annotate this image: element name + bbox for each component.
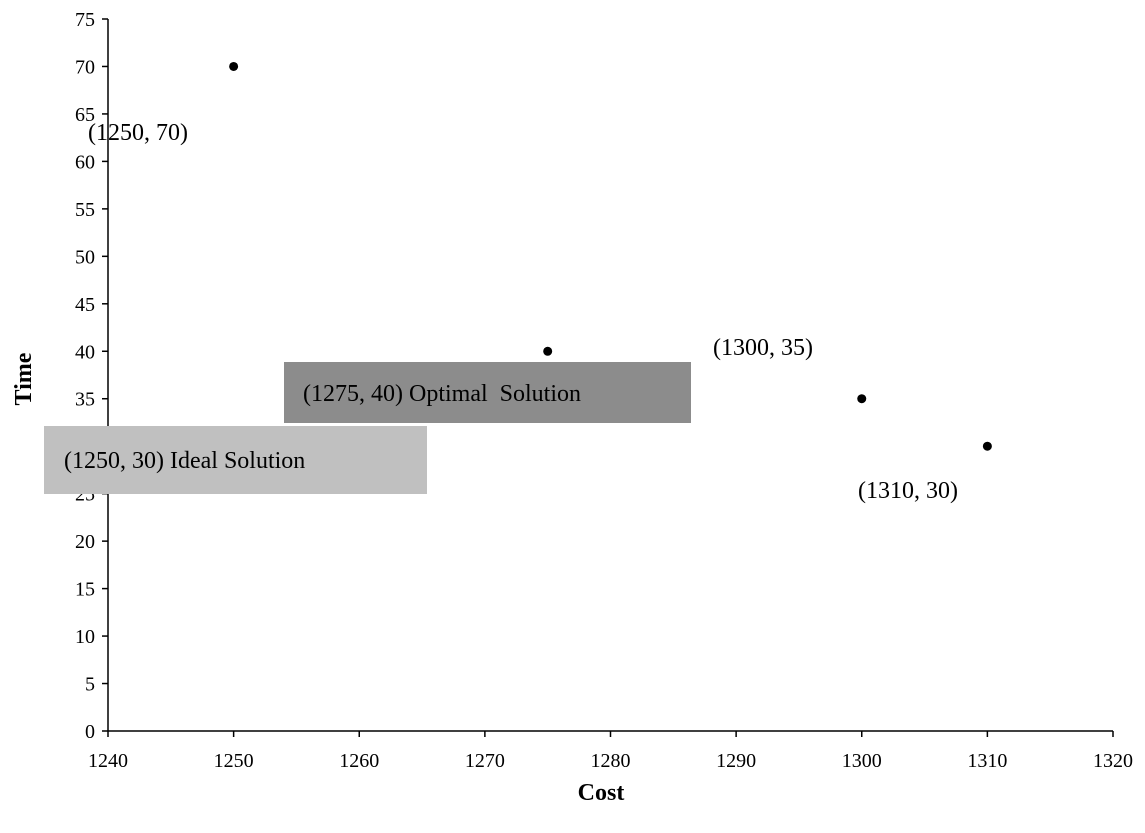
- data-point: [543, 346, 553, 356]
- annotation-label: (1250, 70): [88, 120, 188, 146]
- y-tick-label: 50: [75, 246, 95, 268]
- y-axis-title: Time: [11, 352, 37, 405]
- annotation-box: [284, 362, 691, 423]
- data-point: [982, 441, 992, 451]
- x-tick-label: 1260: [339, 750, 379, 772]
- y-tick-label: 65: [75, 104, 95, 126]
- annotation-label: (1310, 30): [858, 478, 958, 504]
- annotation-1300-35: (1300, 35): [713, 335, 813, 361]
- annotation-label: (1250, 30) Ideal Solution: [64, 448, 305, 474]
- x-tick-label: 1240: [88, 750, 128, 772]
- x-tick-label: 1250: [214, 750, 254, 772]
- x-tick-label: 1290: [716, 750, 756, 772]
- data-points: [229, 61, 992, 451]
- annotation-1250-70: (1250, 70): [88, 120, 188, 146]
- x-tick-label: 1280: [591, 750, 631, 772]
- y-tick-label: 60: [75, 151, 95, 173]
- y-tick-label: 10: [75, 626, 95, 648]
- annotation-box: [44, 426, 427, 494]
- y-tick-label: 15: [75, 579, 95, 601]
- annotation-ideal-solution: (1250, 30) Ideal Solution: [44, 426, 427, 494]
- y-tick-label: 35: [75, 389, 95, 411]
- y-tick-label: 70: [75, 56, 95, 78]
- x-axis-ticks: 1240 1250 1260 1270 1280 1290 1300 1310 1320: [88, 731, 1133, 772]
- annotation-optimal-solution: (1275, 40) Optimal Solution: [284, 362, 691, 423]
- x-tick-label: 1310: [967, 750, 1007, 772]
- data-point: [229, 61, 239, 71]
- x-tick-label: 1300: [842, 750, 882, 772]
- annotation-1310-30: (1310, 30): [858, 478, 958, 504]
- y-tick-label: 20: [75, 531, 95, 553]
- y-tick-label: 0: [85, 721, 95, 743]
- x-axis-title: Cost: [578, 780, 625, 806]
- y-tick-label: 45: [75, 294, 95, 316]
- annotation-label: (1275, 40) Optimal Solution: [303, 381, 581, 407]
- data-point: [857, 394, 867, 404]
- y-tick-label: 5: [85, 674, 95, 696]
- x-tick-label: 1320: [1093, 750, 1133, 772]
- y-tick-label: 40: [75, 341, 95, 363]
- y-tick-label: 55: [75, 199, 95, 221]
- y-tick-label: 75: [75, 9, 95, 31]
- x-tick-label: 1270: [465, 750, 505, 772]
- annotation-label: (1300, 35): [713, 335, 813, 361]
